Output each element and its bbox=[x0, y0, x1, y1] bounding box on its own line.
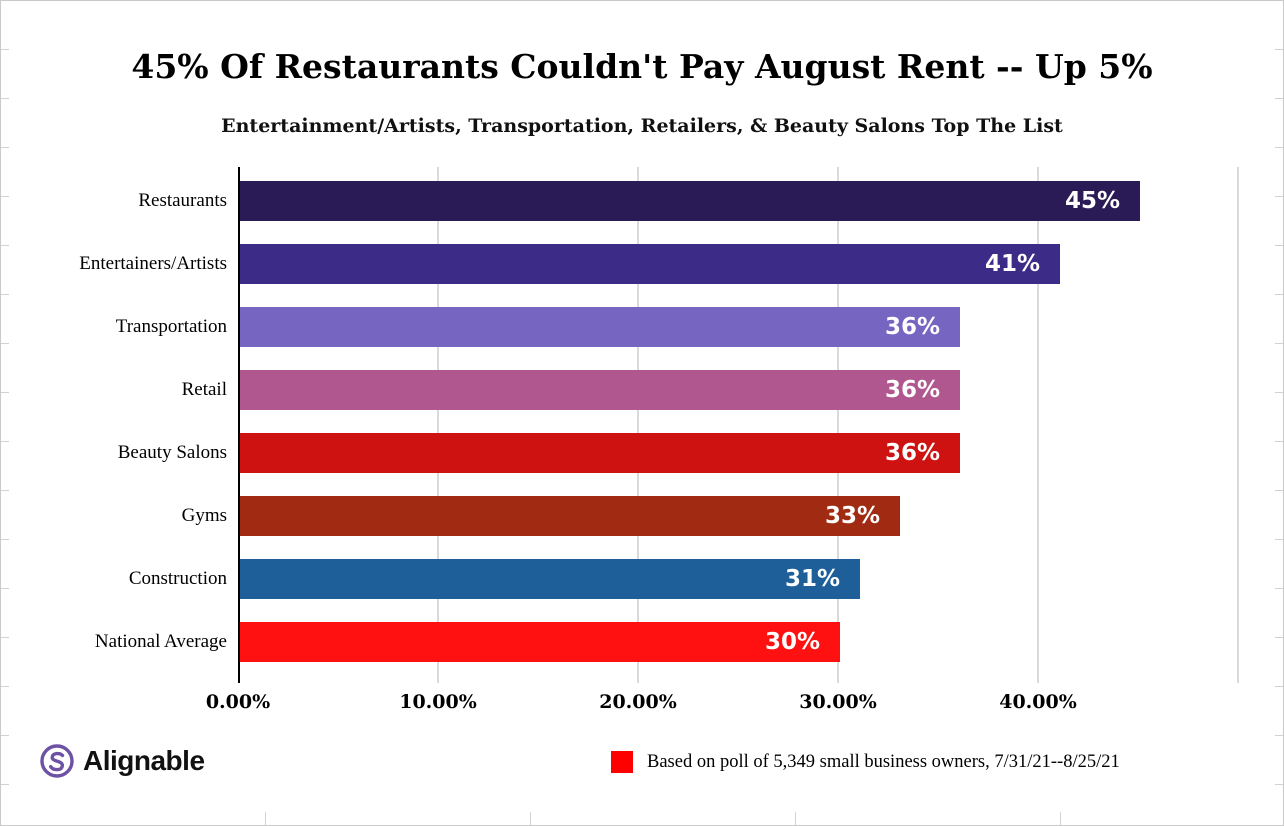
bar: 33% bbox=[240, 495, 900, 536]
bar-row: Restaurants 45% bbox=[1, 169, 1238, 232]
gridline bbox=[1237, 167, 1239, 683]
gridline bbox=[637, 167, 639, 683]
bar-track: 31% bbox=[240, 558, 1238, 599]
bar-value-label: 36% bbox=[884, 313, 940, 340]
bar-row: Retail 36% bbox=[1, 358, 1238, 421]
plot-area: Restaurants 45% Entertainers/Artists 41% Tra… bbox=[1, 167, 1283, 713]
x-tick-label: 20.00% bbox=[599, 691, 677, 713]
bar-track: 45% bbox=[240, 180, 1238, 221]
x-tick-label: 0.00% bbox=[205, 691, 271, 713]
bar-value-label: 36% bbox=[884, 376, 940, 403]
gridline bbox=[437, 167, 439, 683]
gridline bbox=[1037, 167, 1039, 683]
spreadsheet-edge-ticks-left bbox=[1, 1, 9, 825]
category-label: Restaurants bbox=[138, 189, 227, 211]
category-label: Gyms bbox=[181, 504, 227, 526]
bar-row: Transportation 36% bbox=[1, 295, 1238, 358]
alignable-logo-icon bbox=[40, 744, 74, 778]
bar-value-label: 45% bbox=[1064, 187, 1120, 214]
x-axis-tick-labels: 0.00% 10.00% 20.00% 30.00% 40.00% bbox=[206, 691, 1238, 721]
bar: 30% bbox=[240, 621, 840, 662]
bar-row: National Average 30% bbox=[1, 610, 1238, 673]
bar-value-label: 31% bbox=[784, 565, 840, 592]
bar: 31% bbox=[240, 558, 860, 599]
x-tick-label: 40.00% bbox=[999, 691, 1077, 713]
chart-subtitle: Entertainment/Artists, Transportation, R… bbox=[221, 115, 1063, 137]
bar-track: 30% bbox=[240, 621, 1238, 662]
x-tick-label: 10.00% bbox=[399, 691, 477, 713]
chart-footer: Alignable Based on poll of 5,349 small b… bbox=[1, 739, 1283, 799]
category-label: Retail bbox=[181, 378, 227, 400]
bar-track: 36% bbox=[240, 369, 1238, 410]
bar-row: Entertainers/Artists 41% bbox=[1, 232, 1238, 295]
brand-wordmark: Alignable bbox=[83, 745, 205, 776]
bar-track: 36% bbox=[240, 432, 1238, 473]
bar: 45% bbox=[240, 180, 1140, 221]
category-label: Construction bbox=[128, 567, 227, 589]
bar: 41% bbox=[240, 243, 1060, 284]
legend-label: Based on poll of 5,349 small business ow… bbox=[647, 751, 1120, 772]
brand-logo: Alignable bbox=[39, 743, 205, 779]
bar-value-label: 36% bbox=[884, 439, 940, 466]
bar: 36% bbox=[240, 369, 960, 410]
legend: Based on poll of 5,349 small business ow… bbox=[611, 751, 1120, 773]
bar-row: Gyms 33% bbox=[1, 484, 1238, 547]
bar-value-label: 30% bbox=[764, 628, 820, 655]
x-tick-label: 30.00% bbox=[799, 691, 877, 713]
gridlines bbox=[238, 167, 1239, 683]
bar-track: 33% bbox=[240, 495, 1238, 536]
bar-row: Construction 31% bbox=[1, 547, 1238, 610]
bar-track: 36% bbox=[240, 306, 1238, 347]
bar-row: Beauty Salons 36% bbox=[1, 421, 1238, 484]
category-label: Beauty Salons bbox=[117, 441, 227, 463]
bar-value-label: 33% bbox=[824, 502, 880, 529]
bar: 36% bbox=[240, 432, 960, 473]
legend-swatch bbox=[611, 751, 633, 773]
bar: 36% bbox=[240, 306, 960, 347]
gridline bbox=[837, 167, 839, 683]
spreadsheet-edge-ticks-bottom bbox=[1, 812, 1283, 825]
category-label: Entertainers/Artists bbox=[79, 252, 227, 274]
bar-rows: Restaurants 45% Entertainers/Artists 41% Tra… bbox=[1, 169, 1238, 673]
spreadsheet-edge-ticks-right bbox=[1275, 1, 1283, 825]
category-label: Transportation bbox=[115, 315, 227, 337]
chart-title: 45% Of Restaurants Couldn't Pay August R… bbox=[131, 47, 1153, 86]
y-axis-line bbox=[238, 167, 240, 683]
bar-value-label: 41% bbox=[984, 250, 1040, 277]
category-label: National Average bbox=[94, 630, 227, 652]
bar-track: 41% bbox=[240, 243, 1238, 284]
